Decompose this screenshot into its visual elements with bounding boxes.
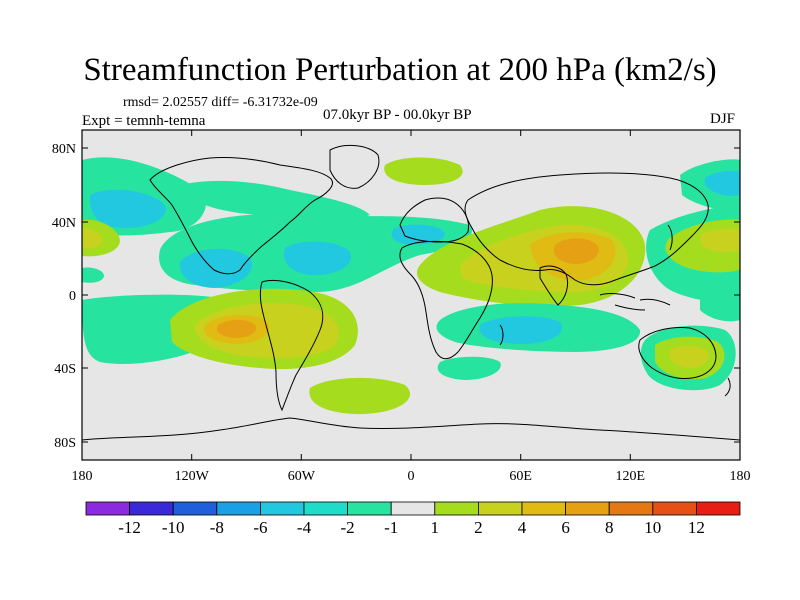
- colorbar-label: 6: [561, 518, 570, 537]
- contour-yellow-southern-ocean: [309, 377, 411, 415]
- contour-cyan-pacific-ne: [89, 189, 166, 228]
- x-tick-label: 120W: [175, 469, 210, 484]
- colorbar-swatch: [259, 501, 305, 516]
- colorbar-swatch: [129, 501, 174, 516]
- colorbar-label: -2: [341, 518, 355, 537]
- coast-japan: [667, 224, 673, 251]
- colorbar-label: -1: [384, 518, 398, 537]
- colorbar-label: 12: [688, 518, 705, 537]
- contour-cyan-east-pacific-south: [700, 292, 740, 322]
- coast-north-america: [149, 157, 333, 275]
- coast-madagascar: [499, 324, 504, 346]
- colorbar: -12 -10 -8 -6 -4 -2 -1 1 2 4 6 8 10 12: [85, 501, 741, 537]
- contour-fills: [82, 157, 740, 415]
- colorbar-swatch: [172, 501, 218, 516]
- coast-south-america: [259, 279, 324, 412]
- coast-antarctica: [82, 417, 740, 441]
- colorbar-label: -10: [162, 518, 185, 537]
- coast-new-zealand: [724, 377, 731, 397]
- y-tick-label: 40N: [52, 216, 76, 231]
- y-tick-marks: [82, 147, 740, 443]
- coast-indonesia: [599, 293, 671, 311]
- colorbar-swatch: [85, 501, 130, 516]
- map-title: Streamfunction Perturbation at 200 hPa (…: [83, 52, 717, 88]
- contour-cyan-central-america: [179, 248, 252, 288]
- y-tick-label: 80N: [52, 142, 76, 157]
- contour-green-south-atlantic: [437, 356, 501, 380]
- colorbar-swatch: [347, 501, 392, 516]
- contour-cyan-caribbean: [283, 241, 352, 276]
- colorbar-swatch: [303, 501, 348, 516]
- coast-asia: [464, 172, 709, 286]
- colorbar-swatch: [521, 501, 566, 516]
- colorbar-swatch: [608, 501, 654, 516]
- experiment-label: Expt = temnh-temna: [82, 113, 206, 129]
- colorbar-label: 4: [518, 518, 527, 537]
- contour-cyan-far-east: [705, 170, 740, 196]
- season-label: DJF: [710, 111, 736, 127]
- colorbar-label: 1: [431, 518, 440, 537]
- colorbar-swatch: [696, 501, 741, 516]
- contour-yellow-scandinavia: [384, 157, 463, 185]
- y-tick-label: 0: [69, 289, 76, 304]
- x-tick-marks: [81, 130, 741, 460]
- contour-tan-west-edge: [82, 228, 102, 249]
- y-tick-label: 40S: [54, 362, 76, 377]
- rmsd-label: rmsd= 2.02557 diff= -6.31732e-09: [123, 95, 318, 110]
- colorbar-label: -4: [297, 518, 312, 537]
- colorbar-label: -8: [210, 518, 224, 537]
- colorbar-label: -12: [118, 518, 141, 537]
- colorbar-label: 2: [474, 518, 483, 537]
- period-label: 07.0kyr BP - 00.0kyr BP: [323, 107, 472, 123]
- coast-australia: [638, 327, 717, 379]
- colorbar-swatch: [477, 501, 523, 516]
- y-tick-label: 80S: [54, 436, 76, 451]
- colorbar-swatch: [565, 501, 610, 516]
- colorbar-swatch: [390, 501, 436, 516]
- contour-green-arctic-east: [180, 180, 370, 220]
- colorbar-swatch: [216, 501, 261, 516]
- coast-greenland: [329, 144, 380, 189]
- x-tick-label: 180: [72, 469, 93, 484]
- colorbar-swatch: [434, 501, 479, 516]
- contour-tan-australia: [669, 345, 709, 368]
- contour-green-west-mid: [82, 267, 104, 283]
- x-tick-label: 60W: [288, 469, 316, 484]
- colorbar-label: -6: [253, 518, 267, 537]
- contour-darkorange-tibet: [553, 238, 599, 264]
- coast-india: [539, 265, 569, 306]
- contour-tan-pacific-west: [700, 228, 740, 253]
- contour-cyan-atlantic-north: [391, 224, 446, 245]
- x-tick-label: 0: [408, 469, 415, 484]
- contour-cyan-indian-ocean: [479, 316, 562, 344]
- x-tick-label: 180: [730, 469, 751, 484]
- x-tick-label: 120E: [616, 469, 646, 484]
- coastlines: [82, 144, 740, 441]
- x-tick-label: 60E: [509, 469, 532, 484]
- colorbar-swatch: [652, 501, 697, 516]
- colorbar-label: 10: [644, 518, 661, 537]
- coast-africa: [399, 240, 493, 360]
- contour-darkorange-south-pacific: [216, 319, 257, 338]
- colorbar-label: 8: [605, 518, 614, 537]
